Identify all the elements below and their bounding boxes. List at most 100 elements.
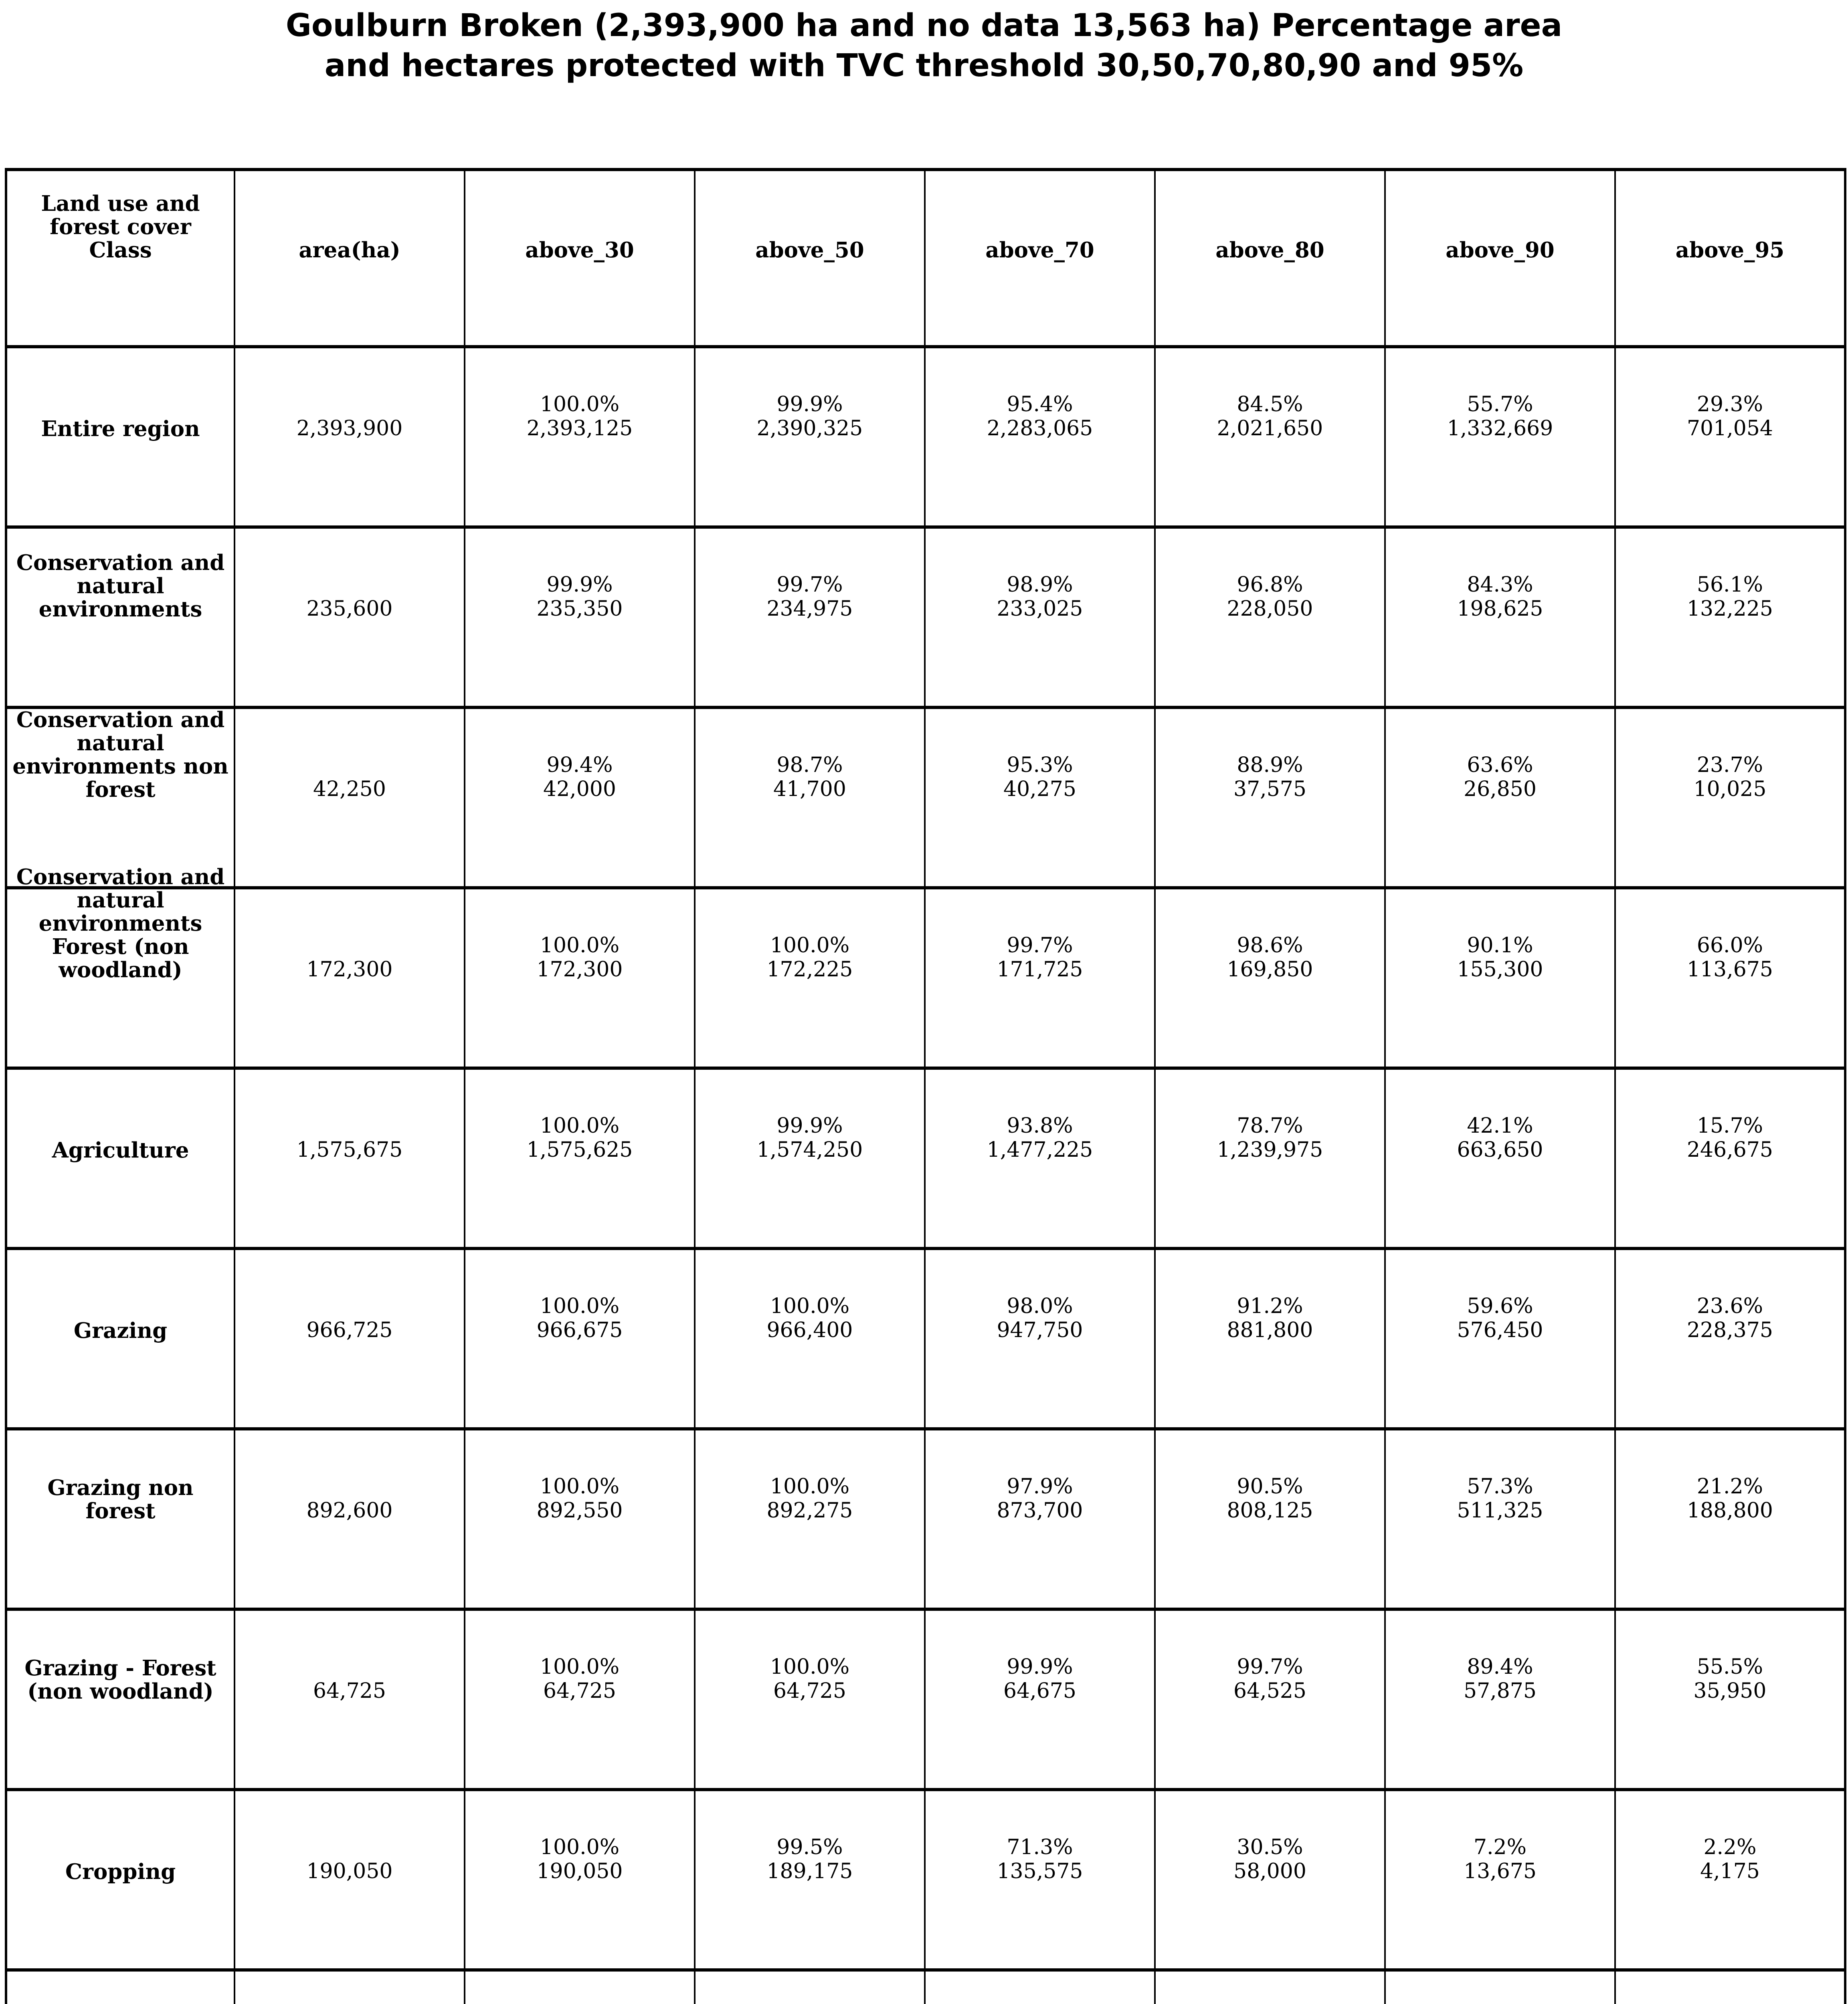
area-value: 172,300	[306, 957, 393, 982]
table-row: Conservation and natural environments no…	[5, 706, 1846, 889]
pct-ha-value: 100.0% 64,725	[770, 1655, 850, 1703]
value-cell: 71.0% 288,900	[1154, 1968, 1386, 2004]
area-cell: 235,600	[234, 525, 465, 709]
value-cell: 100.0% 172,300	[464, 886, 696, 1070]
value-cell: 100.0% 172,225	[694, 886, 926, 1070]
table-row: Agriculture 1,575,675 100.0% 1,575,625 99.9…	[5, 1067, 1846, 1250]
pct-ha-value: 71.3% 135,575	[997, 1835, 1083, 1883]
row-label-cell: Agriculture	[5, 1067, 235, 1250]
pct-ha-value: 88.9% 37,575	[1233, 753, 1306, 801]
area-cell: 2,393,900	[234, 345, 465, 529]
pct-ha-value: 99.7% 234,975	[766, 572, 853, 621]
value-cell: 88.9% 37,575	[1154, 706, 1386, 889]
pct-ha-value: 100.0% 966,675	[536, 1294, 623, 1342]
area-cell: 892,600	[234, 1427, 465, 1611]
value-cell: 78.7% 1,239,975	[1154, 1067, 1386, 1250]
header-cell: above_70	[924, 168, 1156, 348]
pct-ha-value: 23.7% 10,025	[1693, 753, 1767, 801]
pct-ha-value: 98.9% 233,025	[997, 572, 1083, 621]
value-cell: 71.3% 135,575	[924, 1788, 1156, 1972]
pct-ha-value: 21.2% 188,800	[1686, 1474, 1773, 1523]
pct-ha-value: 90.5% 808,125	[1227, 1474, 1313, 1523]
area-value: 235,600	[306, 596, 393, 621]
pct-ha-value: 2.2% 4,175	[1700, 1835, 1760, 1883]
row-label: Conservation and natural environments	[16, 550, 225, 622]
pct-ha-value: 100.0% 1,575,625	[526, 1113, 633, 1162]
value-cell: 2.2% 4,175	[1614, 1788, 1846, 1972]
data-table: Land use and forest cover Class area(ha) a…	[5, 168, 1846, 2004]
header-cell-text: above_80	[1215, 237, 1324, 263]
header-cell: above_90	[1384, 168, 1616, 348]
header-cell-text: above_30	[525, 237, 634, 263]
value-cell: 99.7% 171,725	[924, 886, 1156, 1070]
value-cell: 98.6% 169,850	[1154, 886, 1386, 1070]
pct-ha-value: 84.3% 198,625	[1457, 572, 1543, 621]
pct-ha-value: 98.7% 41,700	[773, 753, 846, 801]
value-cell: 55.7% 1,332,669	[1384, 345, 1616, 529]
area-value: 64,725	[313, 1679, 386, 1703]
pct-ha-value: 56.1% 132,225	[1686, 572, 1773, 621]
value-cell: 100.0% 406,625	[464, 1968, 696, 2004]
header-cell-text: above_90	[1446, 237, 1555, 263]
value-cell: 7.2% 13,675	[1384, 1788, 1616, 1972]
pct-ha-value: 99.9% 235,350	[536, 572, 623, 621]
pct-ha-value: 15.7% 246,675	[1686, 1113, 1773, 1162]
pct-ha-value: 100.0% 892,275	[766, 1474, 853, 1523]
value-cell: 84.3% 198,625	[1384, 525, 1616, 709]
row-label-cell: Conservation and natural environments no…	[5, 706, 235, 889]
pct-ha-value: 99.9% 1,574,250	[756, 1113, 863, 1162]
value-cell: 42.1% 663,650	[1384, 1067, 1616, 1250]
page-title-line2: and hectares protected with TVC threshol…	[324, 48, 1524, 84]
header-cell-text: above_50	[755, 237, 864, 263]
pct-ha-value: 78.7% 1,239,975	[1217, 1113, 1323, 1162]
pct-ha-value: 89.4% 57,875	[1464, 1655, 1537, 1703]
area-cell: 406,625	[234, 1968, 465, 2004]
area-value: 190,050	[306, 1859, 393, 1883]
value-cell: 2.9% 11,650	[1614, 1968, 1846, 2004]
value-cell: 95.3% 40,275	[924, 706, 1156, 889]
pct-ha-value: 29.3% 701,054	[1686, 392, 1773, 440]
pct-ha-value: 100.0% 892,550	[536, 1474, 623, 1523]
pct-ha-value: 100.0% 190,050	[536, 1835, 623, 1883]
value-cell: 30.5% 58,000	[1154, 1788, 1386, 1972]
value-cell: 16.2% 66,000	[1384, 1968, 1616, 2004]
value-cell: 23.6% 228,375	[1614, 1247, 1846, 1430]
row-label-cell: Grazing	[5, 1247, 235, 1430]
header-cell: above_30	[464, 168, 696, 348]
row-label: Cropping	[65, 1859, 176, 1884]
row-label: Conservation and natural environments no…	[12, 707, 228, 802]
header-cell: above_95	[1614, 168, 1846, 348]
row-label-cell: Grazing - Forest (non woodland)	[5, 1608, 235, 1791]
pct-ha-value: 42.1% 663,650	[1457, 1113, 1543, 1162]
pct-ha-value: 99.7% 171,725	[997, 933, 1083, 982]
value-cell: 100.0% 2,393,125	[464, 345, 696, 529]
value-cell: 84.5% 2,021,650	[1154, 345, 1386, 529]
value-cell: 99.5% 189,175	[694, 1788, 926, 1972]
table-header-row: Land use and forest cover Class area(ha) a…	[5, 168, 1846, 348]
table-row: Conservation and natural environments 235…	[5, 525, 1846, 709]
value-cell: 56.1% 132,225	[1614, 525, 1846, 709]
row-label-cell: Irrigation	[5, 1968, 235, 2004]
header-cell-text: above_95	[1675, 237, 1785, 263]
area-cell: 1,575,675	[234, 1067, 465, 1250]
pct-ha-value: 100.0% 966,400	[766, 1294, 853, 1342]
table-row: Cropping 190,050 100.0% 190,050 99.5% 189,1…	[5, 1788, 1846, 1972]
table-row: Grazing - Forest (non woodland) 64,725 100…	[5, 1608, 1846, 1791]
value-cell: 100.0% 892,550	[464, 1427, 696, 1611]
pct-ha-value: 66.0% 113,675	[1686, 933, 1773, 982]
pct-ha-value: 97.9% 873,700	[997, 1474, 1083, 1523]
pct-ha-value: 98.0% 947,750	[997, 1294, 1083, 1342]
pct-ha-value: 99.5% 189,175	[766, 1835, 853, 1883]
pct-ha-value: 7.2% 13,675	[1464, 1835, 1537, 1883]
row-label: Grazing	[73, 1318, 168, 1343]
value-cell: 99.9% 235,350	[464, 525, 696, 709]
pct-ha-value: 98.6% 169,850	[1227, 933, 1313, 982]
pct-ha-value: 59.6% 576,450	[1457, 1294, 1543, 1342]
pct-ha-value: 23.6% 228,375	[1686, 1294, 1773, 1342]
pct-ha-value: 95.4% 2,283,065	[987, 392, 1093, 440]
pct-ha-value: 100.0% 2,393,125	[526, 392, 633, 440]
value-cell: 100.0% 64,725	[694, 1608, 926, 1791]
row-label: Conservation and natural environments Fo…	[16, 864, 225, 982]
value-cell: 99.7% 64,525	[1154, 1608, 1386, 1791]
